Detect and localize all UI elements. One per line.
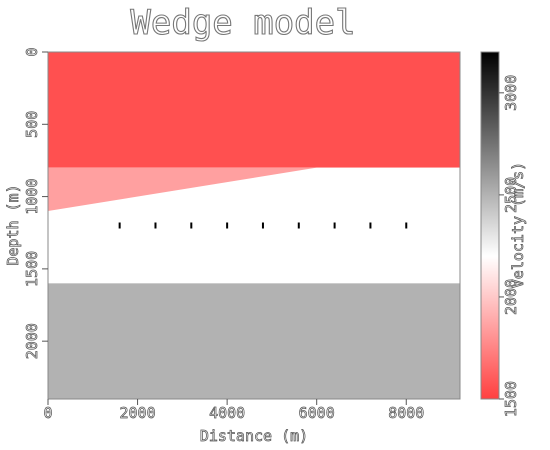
y-tick-label: 1500 xyxy=(23,251,41,287)
receiver-marker xyxy=(261,222,264,229)
x-tick-label: 2000 xyxy=(120,404,156,422)
receiver-marker xyxy=(190,222,193,229)
receiver-markers xyxy=(118,222,408,229)
colorbar-label: Velocity (m/s) xyxy=(509,162,527,288)
colorbar-axis: 1500 2000 2500 3000 xyxy=(499,74,520,417)
x-tick-label: 4000 xyxy=(209,404,245,422)
receiver-marker xyxy=(405,222,408,229)
receiver-marker xyxy=(369,222,372,229)
layer-wedge xyxy=(48,167,317,212)
y-axis-label: Depth (m) xyxy=(4,184,22,265)
colorbar-tick-label: 2000 xyxy=(502,279,520,315)
layer-top xyxy=(48,52,460,168)
colorbar-tick-label: 2500 xyxy=(502,177,520,213)
x-tick-label: 6000 xyxy=(299,404,335,422)
colorbar xyxy=(481,52,499,399)
receiver-marker xyxy=(226,222,229,229)
colorbar-frame xyxy=(480,51,500,400)
plot-area xyxy=(48,52,460,399)
colorbar-tick-label: 3000 xyxy=(502,75,520,111)
y-tick-label: 2000 xyxy=(23,323,41,359)
x-tick-label: 8000 xyxy=(388,404,424,422)
receiver-marker xyxy=(333,222,336,229)
chart-title: Wedge model xyxy=(130,3,355,43)
y-axis: 0 500 1000 1500 2000 xyxy=(23,47,48,360)
y-tick-label: 0 xyxy=(23,47,41,56)
layer-bottom xyxy=(48,283,460,399)
receiver-marker xyxy=(154,222,157,229)
x-axis: 0 2000 4000 6000 8000 xyxy=(43,399,425,422)
y-tick-label: 1000 xyxy=(23,179,41,215)
y-tick-label: 500 xyxy=(23,111,41,138)
plot-frame xyxy=(47,51,461,400)
receiver-marker xyxy=(297,222,300,229)
receiver-marker xyxy=(118,222,121,229)
x-axis-label: Distance (m) xyxy=(200,427,308,445)
colorbar-tick-label: 1500 xyxy=(502,381,520,417)
x-tick-label: 0 xyxy=(43,404,52,422)
